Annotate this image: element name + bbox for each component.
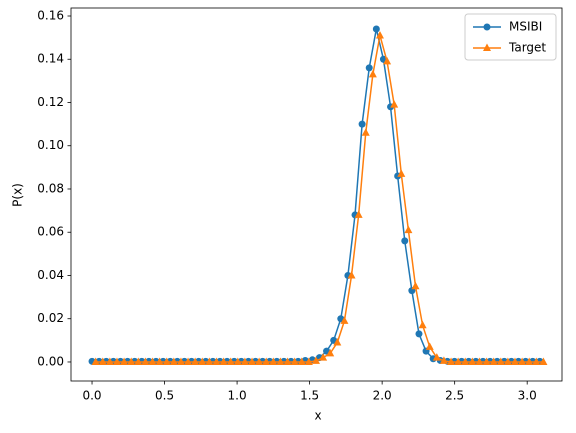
data-point: [240, 357, 249, 365]
data-point: [518, 357, 527, 365]
data-point: [276, 357, 285, 365]
data-point: [461, 357, 470, 365]
data-point: [319, 353, 328, 361]
data-point: [311, 356, 320, 364]
legend-marker: [483, 23, 491, 31]
y-tick-label: 0.02: [37, 311, 64, 325]
data-point: [184, 357, 193, 365]
data-point: [525, 357, 534, 365]
data-point: [415, 330, 423, 338]
x-tick-label: 3.0: [518, 389, 537, 403]
data-point: [233, 357, 242, 365]
data-point: [503, 357, 512, 365]
data-point: [290, 357, 299, 365]
data-point: [397, 169, 406, 177]
data-point: [383, 56, 392, 65]
x-tick-label: 1.0: [228, 389, 247, 403]
x-axis-label: x: [314, 409, 321, 423]
data-point: [105, 357, 114, 365]
y-tick-label: 0.10: [37, 138, 64, 152]
x-tick-label: 2.0: [373, 389, 392, 403]
data-point: [191, 357, 200, 365]
data-point: [439, 356, 448, 364]
data-point: [134, 357, 143, 365]
data-point: [404, 225, 413, 234]
data-point: [98, 357, 107, 365]
data-point: [489, 357, 498, 365]
y-tick-label: 0.06: [37, 225, 64, 239]
data-point: [269, 357, 278, 365]
data-point: [248, 357, 257, 365]
data-point: [212, 357, 221, 365]
data-point: [347, 270, 356, 279]
x-tick-label: 1.5: [300, 389, 319, 403]
data-point: [447, 357, 456, 365]
data-point: [205, 357, 214, 365]
data-point: [401, 237, 409, 245]
data-point: [304, 357, 313, 365]
data-point: [127, 357, 136, 365]
data-point: [148, 357, 157, 365]
y-tick-label: 0.00: [37, 354, 64, 368]
y-axis-label: P(x): [11, 183, 25, 207]
data-point: [326, 348, 335, 357]
data-point: [226, 357, 235, 365]
data-point: [91, 357, 100, 365]
data-point: [375, 30, 384, 39]
data-point: [496, 357, 505, 365]
data-point: [255, 357, 264, 365]
legend-label: MSIBI: [509, 20, 542, 34]
data-point: [454, 357, 463, 365]
data-point: [120, 357, 129, 365]
data-point: [198, 357, 207, 365]
x-tick-label: 0.5: [155, 389, 174, 403]
data-point: [482, 357, 491, 365]
data-point: [333, 338, 342, 346]
data-point: [425, 342, 434, 350]
data-point: [432, 353, 441, 361]
y-tick-label: 0.14: [37, 52, 64, 66]
data-point: [368, 69, 377, 78]
data-point: [365, 64, 373, 72]
plot-frame: [70, 7, 563, 382]
y-tick-label: 0.16: [37, 9, 64, 23]
data-point: [361, 128, 370, 136]
legend-marker: [483, 43, 491, 51]
data-point: [340, 316, 349, 324]
data-point: [262, 357, 271, 365]
data-point: [354, 210, 363, 218]
data-point: [283, 357, 292, 365]
data-point: [418, 320, 427, 329]
data-point: [390, 100, 399, 108]
data-point: [411, 281, 420, 290]
data-point: [532, 357, 541, 365]
series-line: [95, 35, 544, 363]
data-point: [358, 120, 366, 128]
data-point: [539, 357, 548, 365]
data-point: [169, 357, 178, 365]
data-point: [162, 357, 171, 365]
x-tick-label: 2.5: [445, 389, 464, 403]
data-point: [468, 357, 477, 365]
y-tick-label: 0.08: [37, 181, 64, 195]
data-point: [141, 357, 150, 365]
data-point: [475, 357, 484, 365]
data-point: [372, 25, 380, 33]
legend-label: Target: [508, 41, 546, 55]
x-tick-label: 0.0: [82, 389, 101, 403]
data-point: [155, 357, 164, 365]
y-tick-label: 0.12: [37, 95, 64, 109]
data-point: [511, 357, 520, 365]
series-line: [92, 28, 540, 363]
data-point: [112, 357, 121, 365]
data-point: [297, 357, 306, 365]
y-tick-label: 0.04: [37, 268, 64, 282]
data-point: [219, 357, 228, 365]
data-point: [176, 357, 185, 365]
